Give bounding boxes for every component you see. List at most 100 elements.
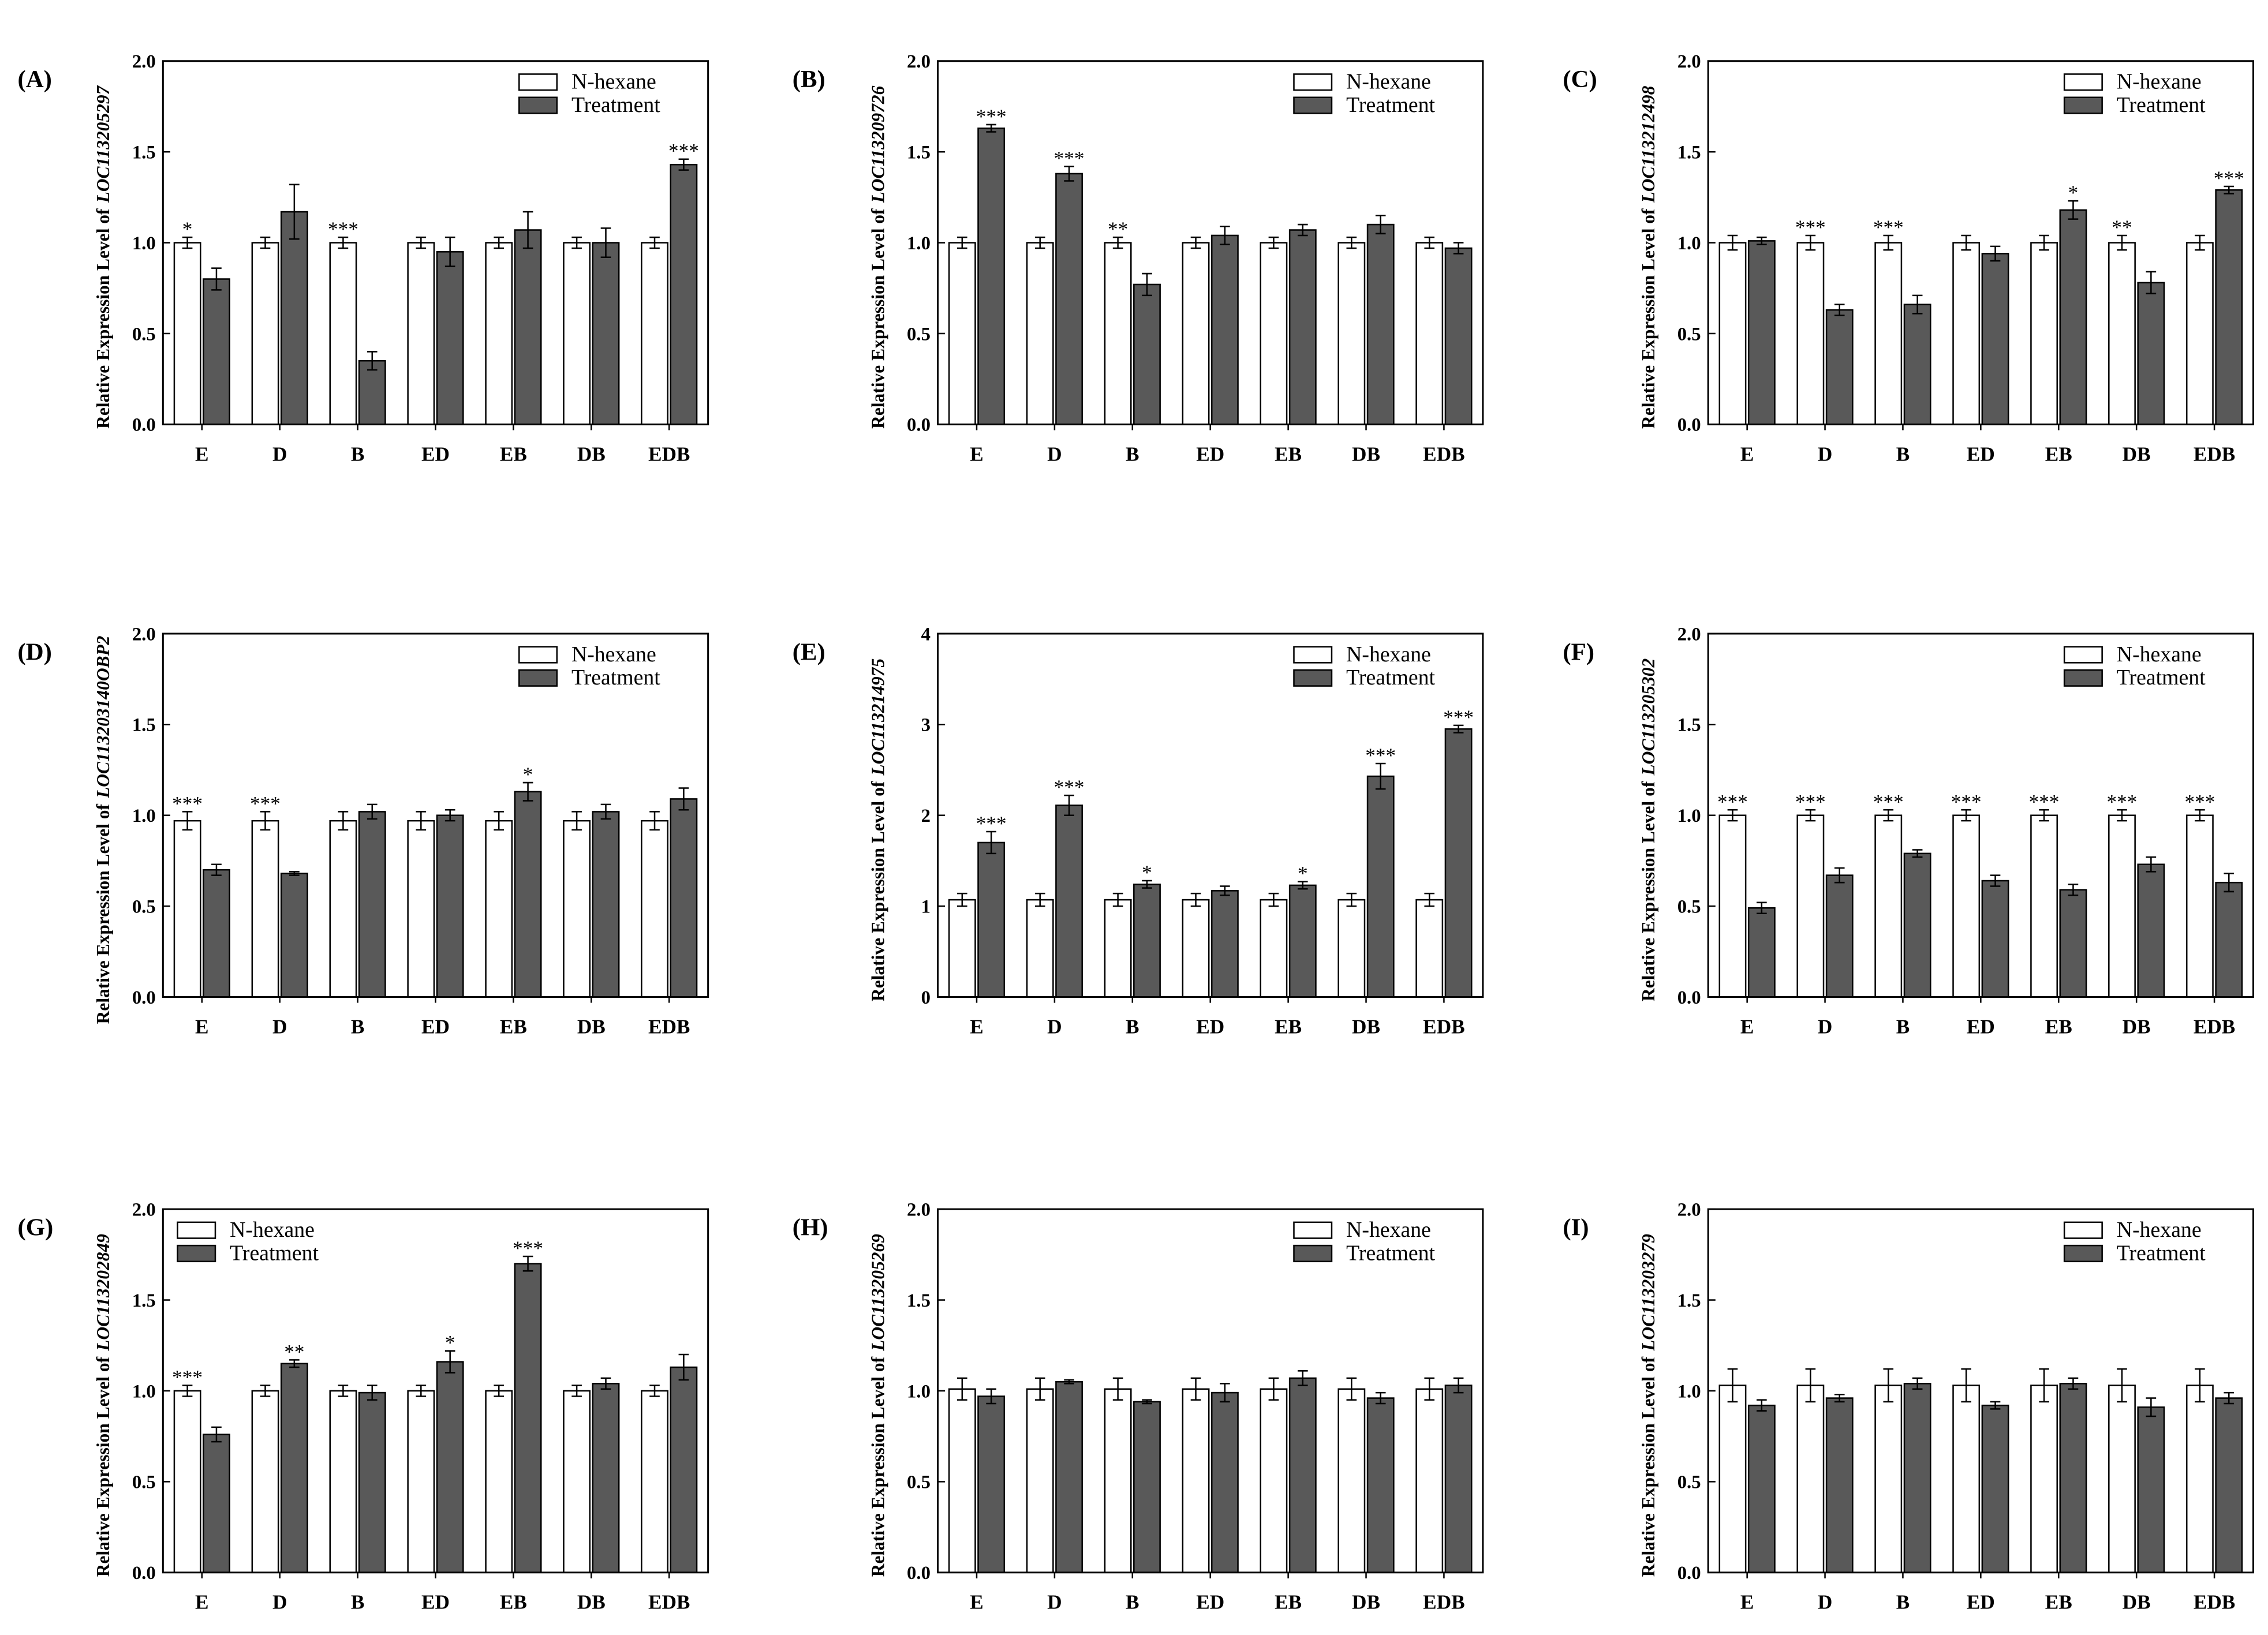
bar [592,242,620,425]
y-axis-label-text: Relative Expression Level of [868,1356,888,1577]
legend-swatch [1293,646,1333,664]
bar [641,1390,668,1573]
bar [1874,814,1903,998]
bar [2059,889,2087,998]
bar [1337,242,1366,425]
bar [203,1434,230,1573]
error-bar [2039,809,2049,822]
chart-panel: 0.00.51.01.52.0E D B ED EB DB EDBN-hexaneTreat… [793,1199,1484,1614]
legend-swatch [518,96,558,114]
error-bar [522,781,533,802]
bar [1415,899,1444,998]
bar [1366,1397,1395,1573]
error-bar [416,811,427,831]
y-axis-label-gene: LOC113205297 [93,85,113,203]
y-tick-label: 0.0 [907,415,931,436]
y-tick-label: 1.5 [1677,142,1701,163]
y-axis-label-gene: LOC113214975 [868,659,888,776]
error-bar [1912,849,1923,858]
plot-frame [1707,1208,2255,1574]
legend-label: Treatment [571,93,660,117]
x-tick-label: ED [1196,1015,1224,1038]
x-tick-label: ED [421,1591,450,1614]
y-axis-label-text: Relative Expression Level of [868,208,888,429]
bar [563,242,591,425]
error-bar [649,1385,660,1397]
legend-label: Treatment [571,665,660,690]
bar [641,242,668,425]
bar [1718,242,1747,425]
panel-label: (B) [793,66,825,93]
error-bar [2068,884,2079,896]
bar [1952,242,1981,425]
legend-swatch [1293,1244,1333,1263]
x-tick-label: E [1740,1015,1754,1038]
error-bar [956,1377,967,1401]
legend-swatch [177,1244,216,1263]
legend-swatch [177,1221,216,1239]
error-bar [1883,234,1894,251]
y-tick-label: 1.0 [1677,1381,1701,1402]
x-tick-label: E [195,443,209,465]
significance-label: ** [284,1341,304,1363]
y-tick-label: 0.0 [132,1563,156,1584]
plot-frame [937,60,1484,425]
x-tick-label: D [272,1591,287,1614]
error-bar [211,863,222,876]
error-bar [956,892,967,907]
bar [948,242,976,425]
chart-panel: 0.0 0.5 1.0 1.5 2.0 E *** D *** B ED EB * DB EDB N-hexa… [18,624,709,1038]
significance-label: *** [1054,147,1085,170]
significance-label: *** [1873,791,1904,813]
error-bar [1883,1368,1894,1403]
bar [1444,247,1473,425]
bar [977,841,1006,998]
bar [1133,1401,1161,1573]
error-bar [1727,1368,1738,1403]
error-bar [2195,234,2205,251]
y-axis-label-text: Relative Expression Level of [1638,1356,1658,1577]
bar [670,798,698,998]
bar [2030,1385,2058,1573]
bar [485,820,513,998]
legend-swatch [1293,96,1333,114]
bar [592,1383,620,1573]
bar [2215,881,2243,998]
x-tick-label: E [1740,1591,1754,1614]
error-bar [2117,1368,2127,1403]
significance-label: *** [1717,791,1748,813]
chart-panel: 0.0 0.5 1.0 1.5 2.0 E *** D *** B ** ED EB DB EDB N-hex… [793,51,1484,465]
legend-swatch [518,646,558,664]
x-tick-label: DB [1352,443,1380,465]
y-axis-label-gene: LOC113203279 [1638,1234,1658,1352]
bar [1210,234,1239,425]
significance-label: ** [1108,218,1128,241]
y-axis-label: Relative Expression Level of LOC113203279 [1638,1234,1658,1577]
error-bar [338,236,349,249]
x-tick-label: E [970,1591,984,1614]
y-axis-label: Relative Expression Level of LOC113214975 [868,659,888,1001]
significance-label: *** [2184,791,2215,813]
bar [407,242,435,425]
error-bar [1990,1401,2001,1410]
bar [1260,242,1288,425]
error-bar [1268,892,1279,907]
bar [1747,907,1776,998]
bar [1260,1388,1288,1573]
error-bar [1142,272,1152,297]
bar [2059,1383,2087,1573]
y-tick-label: 2.0 [132,51,156,72]
significance-label: *** [328,218,358,241]
x-tick-label: D [272,1015,287,1038]
y-tick-label: 1.5 [132,142,156,163]
significance-label: *** [513,1237,543,1259]
x-tick-label: DB [2123,1591,2151,1614]
error-bar [444,809,455,822]
bar [948,1388,976,1573]
error-bar [2195,1368,2205,1403]
error-bar [1346,1377,1357,1401]
legend-label: Treatment [2117,665,2206,690]
x-tick-label: E [195,1591,209,1614]
x-tick-label: EB [2045,1015,2072,1038]
error-bar [2117,809,2127,822]
